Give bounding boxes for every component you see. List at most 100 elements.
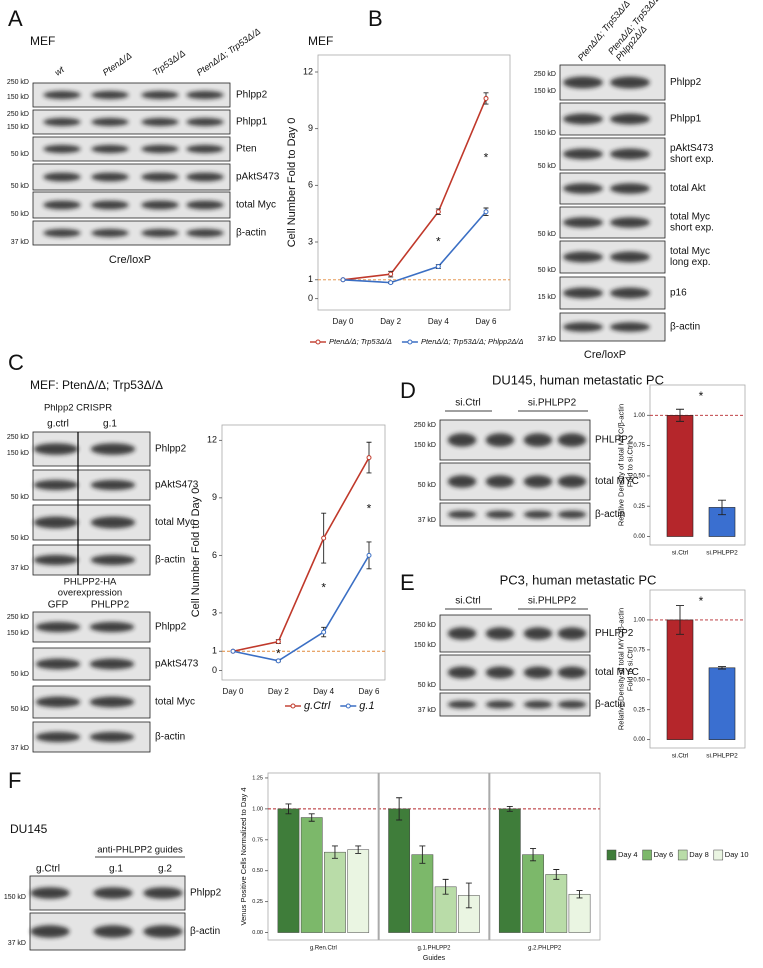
x-tick-label: Day 6 <box>359 687 380 696</box>
blot-label: Pten <box>236 144 257 155</box>
error-bar <box>718 666 726 670</box>
legend-swatch <box>677 849 688 861</box>
x-tick-label: Day 2 <box>380 317 401 326</box>
blot-label: β-actin <box>236 228 266 239</box>
plot-frame <box>649 384 746 546</box>
panel-heading: MEF <box>308 34 333 48</box>
column-header: si.PHLPP2 <box>528 596 577 607</box>
blot-band <box>557 475 587 488</box>
x-tick-label: si.Ctrl <box>672 550 689 557</box>
blot-band <box>610 113 650 125</box>
blot-band <box>35 696 81 708</box>
x-tick-label: si.PHLPP2 <box>706 550 738 557</box>
size-marker: 250 kD <box>7 614 29 621</box>
blot-label: β-actin <box>670 322 700 333</box>
legend-label: PtenΔ/Δ; Trp53Δ/Δ; Phlpp2Δ/Δ <box>421 337 524 346</box>
column-header: PHLPP2 <box>91 600 130 611</box>
blot-band <box>91 172 129 182</box>
y-tick-label: 0.75 <box>633 647 645 653</box>
size-marker: 250 kD <box>7 434 29 441</box>
error-bar <box>553 869 560 880</box>
blot-band <box>90 516 136 529</box>
blot-band <box>33 516 79 529</box>
data-point <box>230 648 236 654</box>
blot-band <box>447 666 477 679</box>
y-tick-label: 3 <box>308 236 313 246</box>
legend-label: Day 4 <box>618 850 638 859</box>
column-header: PtenΔ/Δ; Trp53Δ/Δ <box>195 26 263 78</box>
error-bar <box>331 845 338 859</box>
x-axis-label: Guides <box>423 955 446 962</box>
y-tick-label: 9 <box>212 492 217 502</box>
legend-marker <box>315 339 321 345</box>
size-marker: 37 kD <box>11 745 29 752</box>
blot-band <box>563 148 603 160</box>
error-bar <box>676 408 684 422</box>
size-marker: 50 kD <box>11 671 29 678</box>
legend-label: Day 6 <box>654 850 674 859</box>
error-bar <box>355 845 362 854</box>
legend-swatch <box>642 849 652 861</box>
y-tick-label: 12 <box>303 66 313 76</box>
blot-band <box>89 621 135 633</box>
blot-label: β-actin <box>190 926 220 937</box>
y-tick-label: 6 <box>308 180 313 190</box>
y-tick-label: 0.75 <box>252 837 263 843</box>
panel-letter: C <box>8 350 24 375</box>
blot-band <box>141 200 179 210</box>
blot-band <box>93 887 133 899</box>
blot-band <box>141 90 179 100</box>
y-tick-label: 6 <box>212 550 217 560</box>
size-marker: 50 kD <box>11 211 29 218</box>
data-point <box>275 658 281 664</box>
bar <box>666 619 694 740</box>
column-header-group: PtenΔ/Δ <box>101 50 134 77</box>
blot-label: total Akt <box>670 183 706 194</box>
panel-heading: DU145 <box>10 822 48 836</box>
x-tick-label: si.PHLPP2 <box>706 753 738 760</box>
blot-band <box>485 627 515 640</box>
size-marker: 150 kD <box>7 450 29 457</box>
blot-band <box>43 172 81 182</box>
size-marker: 150 kD <box>414 642 436 649</box>
y-axis-label: Fold to si.Ctrl <box>625 647 634 692</box>
blot-label: Phlpp2 <box>236 90 268 101</box>
series-line <box>342 98 487 281</box>
legend-label: Day 8 <box>689 850 709 859</box>
column-header: g.Ctrl <box>36 864 60 875</box>
error-bar <box>465 882 472 909</box>
y-label-group: Cell Number Fold to Day 0 <box>190 488 202 618</box>
size-marker: 150 kD <box>534 130 556 137</box>
y-label-group: Relative Density of total MYC/β-actin Fol… <box>616 608 634 730</box>
blot-band <box>610 76 650 89</box>
x-tick-label: Day 6 <box>476 317 497 326</box>
legend-label: Day 10 <box>725 850 749 859</box>
size-marker: 37 kD <box>11 239 29 246</box>
legend-marker <box>290 703 296 709</box>
plot-frame <box>649 589 746 749</box>
blot-band <box>557 627 587 640</box>
blot-band <box>563 251 603 263</box>
size-marker: 50 kD <box>11 151 29 158</box>
size-marker: 50 kD <box>418 482 436 489</box>
blot-band <box>43 200 81 210</box>
error-bar <box>396 797 403 821</box>
blot-band <box>186 144 224 154</box>
panel-heading: DU145, human metastatic PC <box>492 372 664 387</box>
blot-band <box>89 696 135 708</box>
size-marker: 250 kD <box>534 71 556 78</box>
column-header: GFP <box>48 600 69 611</box>
y-tick-label: 1.00 <box>633 618 645 624</box>
column-header: si.Ctrl <box>455 596 481 607</box>
y-tick-label: 12 <box>207 435 217 445</box>
significance-mark: * <box>699 594 704 608</box>
blot-band <box>90 479 136 491</box>
blot-label: pAktS473 <box>236 172 280 183</box>
blot-band <box>43 228 81 238</box>
blot-band <box>143 925 183 938</box>
size-marker: 50 kD <box>538 163 556 170</box>
blot-title: PHLPP2-HA <box>64 577 117 588</box>
data-point <box>366 455 372 461</box>
y-tick-label: 0.50 <box>633 473 645 479</box>
y-label-group: Relative Density of total MYC/β-actin Fol… <box>616 404 634 526</box>
